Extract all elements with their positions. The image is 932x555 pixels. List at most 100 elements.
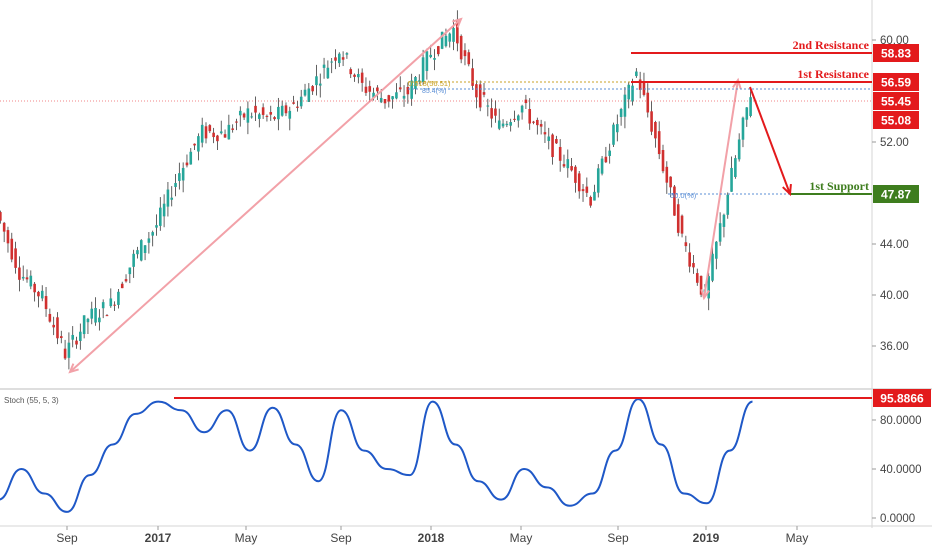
candle-body [696, 273, 699, 283]
candle-body [136, 250, 139, 254]
candle-body [45, 296, 48, 309]
level-value-0: 58.83 [881, 47, 911, 61]
candle-body [616, 124, 619, 132]
candle-body [228, 125, 231, 139]
candle-body [726, 195, 729, 215]
candle-body [247, 108, 250, 122]
stoch-tick-label: 80.0000 [880, 415, 922, 427]
candle-body [49, 314, 52, 322]
candle-body [262, 107, 265, 115]
candle-body [56, 317, 59, 338]
price-tag-1: 55.08 [881, 114, 911, 128]
candle-body [589, 197, 592, 206]
candle-body [83, 315, 86, 334]
candle-body [685, 242, 688, 246]
candle-body [479, 84, 482, 107]
candle-body [483, 92, 486, 95]
candle-body [224, 134, 227, 137]
candle-body [71, 335, 74, 340]
candle-body [342, 57, 345, 59]
candle-body [151, 232, 154, 236]
candle-body [742, 118, 745, 140]
candle-body [631, 86, 634, 102]
candle-body [464, 50, 467, 56]
candle-body [608, 151, 611, 156]
candle-body [201, 125, 204, 143]
candle-body [669, 177, 672, 188]
candle-body [10, 239, 13, 260]
candle-body [3, 223, 6, 232]
candle-body [330, 62, 333, 63]
candle-body [544, 132, 547, 134]
candle-body [308, 89, 311, 102]
candle-body [487, 105, 490, 106]
candle-body [87, 319, 90, 322]
candle-body [148, 238, 151, 242]
candle-body [296, 107, 299, 108]
candle-body [254, 106, 257, 113]
candle-body [605, 157, 608, 162]
price-tag-0: 55.45 [881, 95, 911, 109]
candle-body [26, 277, 29, 279]
candle-body [578, 173, 581, 191]
candle-body [22, 277, 25, 279]
candle-body [125, 279, 128, 281]
price-tick-label: 40.00 [880, 290, 909, 302]
candle-body [231, 128, 234, 129]
candle-body [624, 95, 627, 117]
candle-body [239, 111, 242, 115]
candle-body [0, 212, 2, 221]
candle-body [380, 98, 383, 102]
candle-body [167, 190, 170, 207]
candle-body [186, 163, 189, 166]
candle-body [715, 242, 718, 259]
price-tick-label: 44.00 [880, 239, 909, 251]
fib-854-label: 85.4(%) [422, 88, 447, 95]
candle-body [235, 121, 238, 122]
candle-body [391, 96, 394, 99]
candle-body [433, 58, 436, 60]
time-tick-label: 2019 [693, 531, 720, 545]
candle-body [178, 173, 181, 181]
candle-body [288, 111, 291, 119]
candle-body [273, 117, 276, 119]
candle-body [494, 109, 497, 116]
time-tick-label: Sep [607, 531, 629, 545]
candle-body [30, 276, 33, 287]
candle-body [68, 343, 71, 358]
candle-body [471, 68, 474, 86]
candle-body [102, 302, 105, 308]
candle-body [266, 116, 269, 117]
candle-body [681, 216, 684, 234]
candle-body [311, 86, 314, 91]
candle-body [182, 168, 185, 181]
candle-body [601, 159, 604, 174]
time-tick-label: May [235, 531, 258, 545]
candle-body [319, 84, 322, 86]
candle-body [357, 74, 360, 77]
candle-body [269, 112, 272, 115]
fib-618-label: 0.618(56.51) [408, 79, 451, 88]
candle-body [98, 318, 101, 323]
candle-body [113, 305, 116, 306]
candle-body [193, 144, 196, 146]
time-tick-label: 2018 [418, 531, 445, 545]
level-name-2: 1st Support [809, 179, 869, 193]
candle-body [349, 69, 352, 74]
candle-body [646, 93, 649, 113]
candle-body [64, 349, 67, 359]
candle-body [277, 107, 280, 119]
candle-body [650, 111, 653, 131]
candle-body [368, 86, 371, 92]
candle-body [90, 309, 93, 319]
candle-body [437, 46, 440, 54]
candle-body [189, 152, 192, 165]
time-tick-label: May [786, 531, 809, 545]
price-tick-label: 52.00 [880, 137, 909, 149]
candle-body [79, 332, 82, 341]
candle-body [528, 109, 531, 124]
candle-body [509, 122, 512, 126]
candle-body [547, 137, 550, 141]
